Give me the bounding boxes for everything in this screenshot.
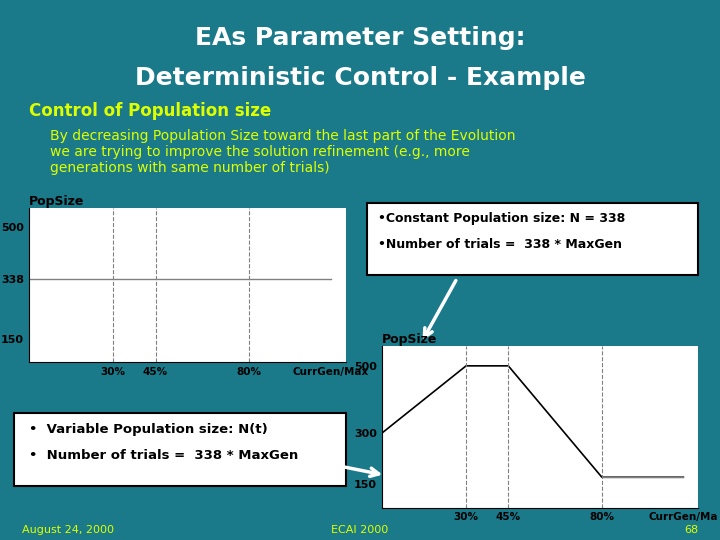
- Text: •Number of trials =  338 * MaxGen: •Number of trials = 338 * MaxGen: [378, 238, 622, 251]
- Text: August 24, 2000: August 24, 2000: [22, 525, 114, 535]
- Text: Deterministic Control - Example: Deterministic Control - Example: [135, 66, 585, 90]
- Text: PopSize: PopSize: [29, 195, 84, 208]
- Text: EAs Parameter Setting:: EAs Parameter Setting:: [194, 26, 526, 50]
- Text: PopSize: PopSize: [382, 333, 437, 346]
- Text: •  Number of trials =  338 * MaxGen: • Number of trials = 338 * MaxGen: [29, 449, 298, 462]
- Text: 68: 68: [684, 525, 698, 535]
- Text: •  Variable Population size: N(t): • Variable Population size: N(t): [29, 423, 268, 436]
- FancyBboxPatch shape: [367, 202, 698, 275]
- FancyBboxPatch shape: [14, 413, 346, 486]
- Text: By decreasing Population Size toward the last part of the Evolution
we are tryin: By decreasing Population Size toward the…: [50, 129, 516, 176]
- Text: •Constant Population size: N = 338: •Constant Population size: N = 338: [378, 212, 625, 225]
- Text: ECAI 2000: ECAI 2000: [331, 525, 389, 535]
- Text: Control of Population size: Control of Population size: [29, 102, 271, 120]
